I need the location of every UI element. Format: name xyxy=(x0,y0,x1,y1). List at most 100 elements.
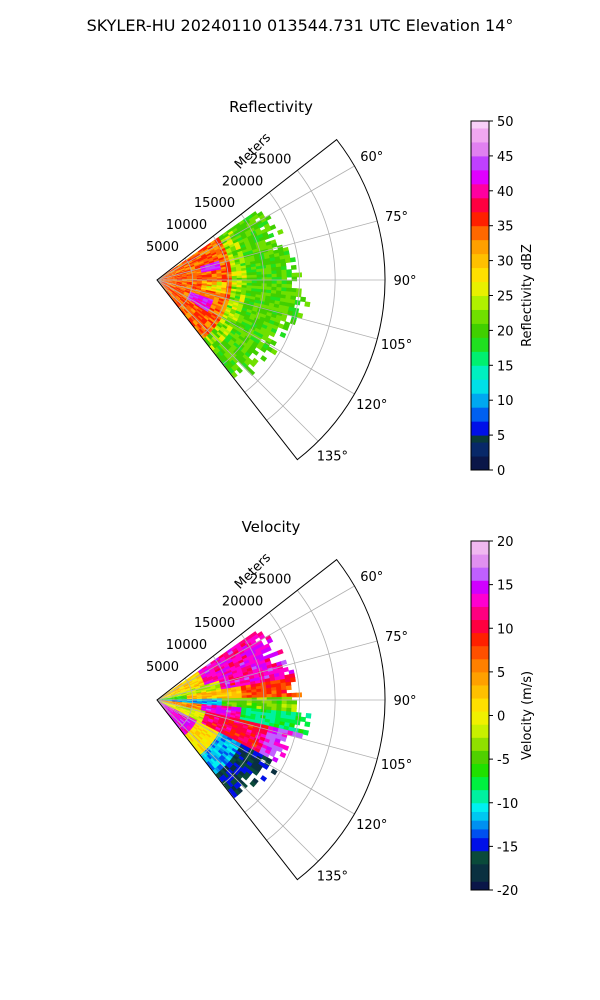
radar-cell xyxy=(219,748,226,754)
radar-cell xyxy=(186,691,192,694)
radar-cell xyxy=(218,756,225,763)
radar-cell xyxy=(252,213,260,221)
radar-cell xyxy=(179,687,186,691)
radar-cell xyxy=(172,718,178,724)
radar-cell xyxy=(196,728,203,734)
radar-cell xyxy=(213,678,220,683)
radar-cell xyxy=(170,285,176,289)
radar-cell xyxy=(176,274,182,277)
radar-cell xyxy=(281,703,288,709)
colorbar-label: Velocity (m/s) xyxy=(520,671,535,760)
radar-cell xyxy=(211,707,217,711)
radar-cell xyxy=(225,247,232,253)
radar-cell xyxy=(207,719,214,724)
radar-cell xyxy=(205,671,211,676)
radar-cell xyxy=(216,303,223,308)
radar-cell xyxy=(198,261,205,265)
radar-cell xyxy=(196,285,202,288)
radar-cell xyxy=(194,291,201,295)
radar-cell xyxy=(227,325,234,331)
radar-cell xyxy=(192,306,198,311)
radar-cell xyxy=(177,293,183,298)
radar-cell xyxy=(186,278,193,280)
radar-cell xyxy=(200,722,207,728)
radar-cell xyxy=(161,696,167,699)
radar-cell xyxy=(192,740,198,747)
radar-cell xyxy=(161,281,167,285)
radar-cell xyxy=(286,700,293,705)
radar-cell xyxy=(282,666,289,673)
radar-cell xyxy=(276,273,283,278)
radar-cell xyxy=(206,287,212,290)
radar-cell xyxy=(221,696,228,699)
radar-cell xyxy=(184,290,190,294)
radar-cell xyxy=(263,223,271,230)
radar-cell xyxy=(184,308,190,314)
colorbar-segment xyxy=(471,763,489,778)
radar-cell xyxy=(227,722,234,728)
radar-cell xyxy=(229,243,236,249)
radar-cell xyxy=(230,308,237,314)
azimuth-tick-label: 105° xyxy=(381,338,412,353)
radar-cell xyxy=(256,280,263,284)
radar-cell xyxy=(203,248,210,253)
radar-cell xyxy=(189,302,195,307)
radar-cell xyxy=(214,737,221,743)
radar-cell xyxy=(241,282,248,286)
radar-cell xyxy=(169,708,174,712)
radar-cell xyxy=(169,288,174,292)
radar-cell xyxy=(200,290,206,293)
radar-cell xyxy=(190,301,196,306)
radar-cell xyxy=(247,654,254,661)
colorbar-segment xyxy=(471,658,489,673)
colorbar-segment xyxy=(471,820,489,830)
radar-cell xyxy=(230,247,237,253)
radar-cell xyxy=(195,708,202,712)
radar-cell xyxy=(262,220,269,227)
radar-cell xyxy=(232,736,239,742)
radar-cell xyxy=(221,251,228,256)
radar-cell xyxy=(230,245,237,251)
radar-cell xyxy=(213,296,220,301)
radar-cell xyxy=(203,296,210,301)
radar-cell xyxy=(234,760,241,767)
radar-cell xyxy=(227,314,234,320)
radar-cell xyxy=(260,265,267,270)
radar-cell xyxy=(234,312,241,318)
radar-cell xyxy=(233,734,240,740)
radar-cell xyxy=(197,749,203,756)
radar-cell xyxy=(210,743,216,749)
radar-cell xyxy=(248,647,256,653)
radar-cell xyxy=(192,726,198,731)
radar-cell xyxy=(261,703,268,708)
radar-cell xyxy=(181,692,187,695)
radar-cell xyxy=(231,647,239,654)
radar-cell xyxy=(216,743,223,749)
radar-cell xyxy=(203,743,210,749)
radar-cell xyxy=(209,681,216,686)
radar-cell xyxy=(217,741,224,747)
radar-cell xyxy=(165,693,171,696)
radar-cell xyxy=(296,732,304,739)
radar-cell xyxy=(171,276,178,279)
radar-cell xyxy=(284,257,291,264)
radar-cell xyxy=(244,229,251,236)
radar-cell xyxy=(205,723,212,729)
radar-cell xyxy=(200,252,206,257)
radar-cell xyxy=(186,284,192,287)
radar-cell xyxy=(218,298,225,302)
radar-cell xyxy=(240,642,247,648)
radar-cell xyxy=(247,738,255,744)
radar-cell xyxy=(203,680,210,685)
panel-title: Velocity xyxy=(242,518,301,536)
radar-cell xyxy=(206,697,213,700)
radar-cell xyxy=(253,758,261,765)
radar-cell xyxy=(223,677,230,682)
radar-cell xyxy=(213,258,220,263)
radar-cell xyxy=(181,275,188,278)
radar-cell xyxy=(219,714,226,719)
radar-cell xyxy=(228,332,235,338)
radar-cell xyxy=(291,700,298,706)
radar-cell xyxy=(169,287,175,292)
radar-cell xyxy=(193,251,200,256)
